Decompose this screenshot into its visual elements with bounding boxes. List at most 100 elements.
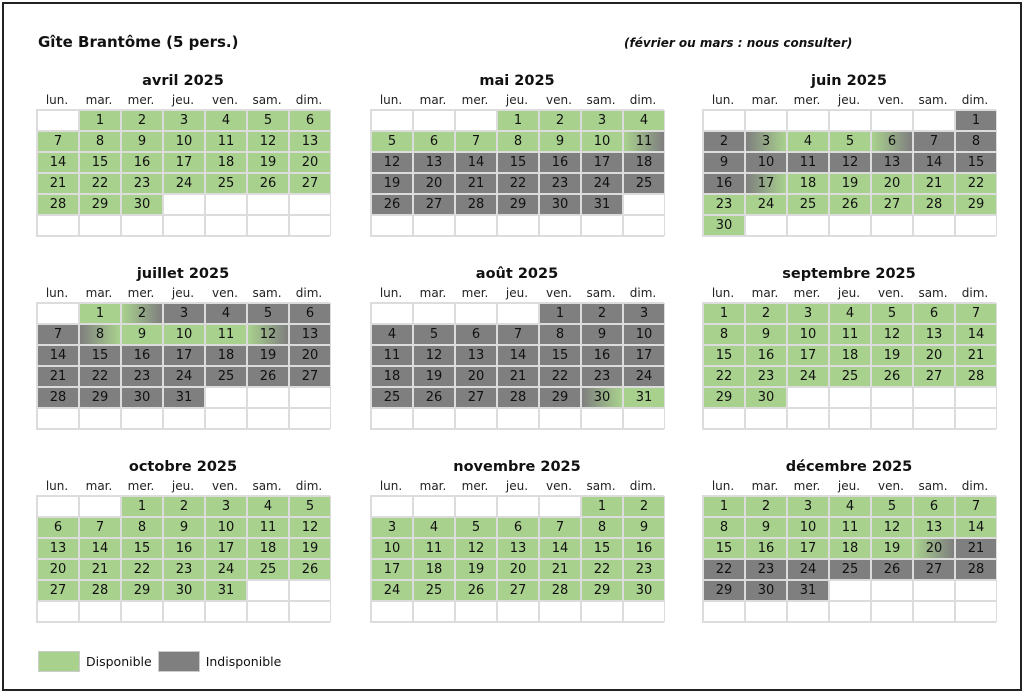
day-cell: 6 <box>913 496 955 517</box>
month-title: septembre 2025 <box>782 266 916 282</box>
empty-cell <box>913 110 955 131</box>
day-cell: 22 <box>121 559 163 580</box>
day-cell: 27 <box>913 559 955 580</box>
month-title: août 2025 <box>475 266 559 282</box>
empty-cell <box>745 601 787 622</box>
weekday-label: ven. <box>212 479 238 493</box>
day-cell: 24 <box>745 194 787 215</box>
day-cell: 11 <box>787 152 829 173</box>
empty-cell <box>455 303 497 324</box>
day-cell: 22 <box>79 173 121 194</box>
month-calendar: septembre 2025 lun. mar. mer. jeu. ven. sam. di… <box>702 264 997 430</box>
empty-cell <box>497 408 539 429</box>
day-cell: 4 <box>205 303 247 324</box>
day-cell: 7 <box>955 303 997 324</box>
day-cell: 30 <box>121 194 163 215</box>
weekday-label: sam. <box>918 479 948 493</box>
empty-cell <box>913 408 955 429</box>
day-cell: 13 <box>455 345 497 366</box>
weekday-label: ven. <box>212 93 238 107</box>
month-title: juin 2025 <box>811 73 887 89</box>
empty-cell <box>247 387 289 408</box>
day-cell: 20 <box>497 559 539 580</box>
weekday-label: jeu. <box>505 286 529 300</box>
day-cell: 11 <box>623 131 665 152</box>
day-cell: 2 <box>121 110 163 131</box>
weekday-label: lun. <box>379 286 403 300</box>
weekday-label: lun. <box>711 93 735 107</box>
empty-cell <box>623 215 665 236</box>
day-cell: 1 <box>703 303 745 324</box>
day-cell: 1 <box>79 110 121 131</box>
weekday-label: mar. <box>85 479 113 493</box>
month-calendar: décembre 2025 lun. mar. mer. jeu. ven. sam. dim… <box>702 457 997 623</box>
empty-cell <box>289 215 331 236</box>
day-cell: 31 <box>787 580 829 601</box>
day-cell: 5 <box>455 517 497 538</box>
day-cell: 20 <box>913 538 955 559</box>
weekday-label: dim. <box>961 286 989 300</box>
day-cell: 7 <box>37 131 79 152</box>
day-cell: 12 <box>247 324 289 345</box>
day-cell: 29 <box>955 194 997 215</box>
weekday-label: lun. <box>379 93 403 107</box>
empty-cell <box>413 215 455 236</box>
empty-cell <box>787 387 829 408</box>
day-cell: 24 <box>205 559 247 580</box>
day-cell: 10 <box>163 324 205 345</box>
empty-cell <box>371 496 413 517</box>
empty-cell <box>455 215 497 236</box>
day-cell: 26 <box>455 580 497 601</box>
weekday-label: ven. <box>878 479 904 493</box>
day-cell: 16 <box>121 345 163 366</box>
day-cell: 20 <box>871 173 913 194</box>
weekday-label: lun. <box>711 479 735 493</box>
weekday-header: lun. mar. mer. jeu. ven. sam. dim. <box>702 477 996 495</box>
legend-available-swatch <box>38 651 80 672</box>
weekday-label: mer. <box>461 479 489 493</box>
day-cell: 3 <box>787 303 829 324</box>
month-calendar: août 2025 lun. mar. mer. jeu. ven. sam. dim. 1 2 3… <box>370 264 665 430</box>
day-cell: 26 <box>289 559 331 580</box>
weekday-header: lun. mar. mer. jeu. ven. sam. dim. <box>702 91 996 109</box>
empty-cell <box>37 215 79 236</box>
weekday-label: mer. <box>127 93 155 107</box>
day-cell: 9 <box>539 131 581 152</box>
empty-cell <box>871 580 913 601</box>
day-cell: 12 <box>455 538 497 559</box>
day-cell: 5 <box>371 131 413 152</box>
day-grid: 1 2 3 4 5 6 7 8 9 10 11 12 13 14 15 16 17 18 19 20 21 22 23 24 2… <box>370 495 665 623</box>
day-cell: 31 <box>623 387 665 408</box>
day-cell: 23 <box>539 173 581 194</box>
empty-cell <box>205 215 247 236</box>
empty-cell <box>455 496 497 517</box>
day-grid: 1 2 3 4 5 6 7 8 9 10 11 12 13 14 15 16 17 18 19 20 21 22 23 24 2… <box>702 109 997 237</box>
weekday-label: sam. <box>586 93 616 107</box>
empty-cell <box>289 408 331 429</box>
day-grid: 1 2 3 4 5 6 7 8 9 10 11 12 13 14 15 16 17 18 19 20 21 22 23 24 2… <box>370 302 665 430</box>
day-cell: 18 <box>829 345 871 366</box>
empty-cell <box>371 601 413 622</box>
day-cell: 28 <box>455 194 497 215</box>
day-cell: 3 <box>581 110 623 131</box>
legend-unavailable-label: Indisponible <box>205 654 282 669</box>
empty-cell <box>787 408 829 429</box>
empty-cell <box>497 215 539 236</box>
month-title: novembre 2025 <box>453 459 581 475</box>
day-cell: 8 <box>955 131 997 152</box>
day-cell: 12 <box>247 131 289 152</box>
day-cell: 29 <box>703 580 745 601</box>
empty-cell <box>455 110 497 131</box>
day-cell: 28 <box>37 387 79 408</box>
empty-cell <box>623 601 665 622</box>
day-cell: 30 <box>745 580 787 601</box>
empty-cell <box>955 408 997 429</box>
day-cell: 5 <box>829 131 871 152</box>
day-cell: 9 <box>703 152 745 173</box>
day-cell: 8 <box>581 517 623 538</box>
day-cell: 1 <box>581 496 623 517</box>
day-cell: 23 <box>623 559 665 580</box>
month-title: octobre 2025 <box>128 459 238 475</box>
day-cell: 27 <box>413 194 455 215</box>
day-cell: 2 <box>163 496 205 517</box>
